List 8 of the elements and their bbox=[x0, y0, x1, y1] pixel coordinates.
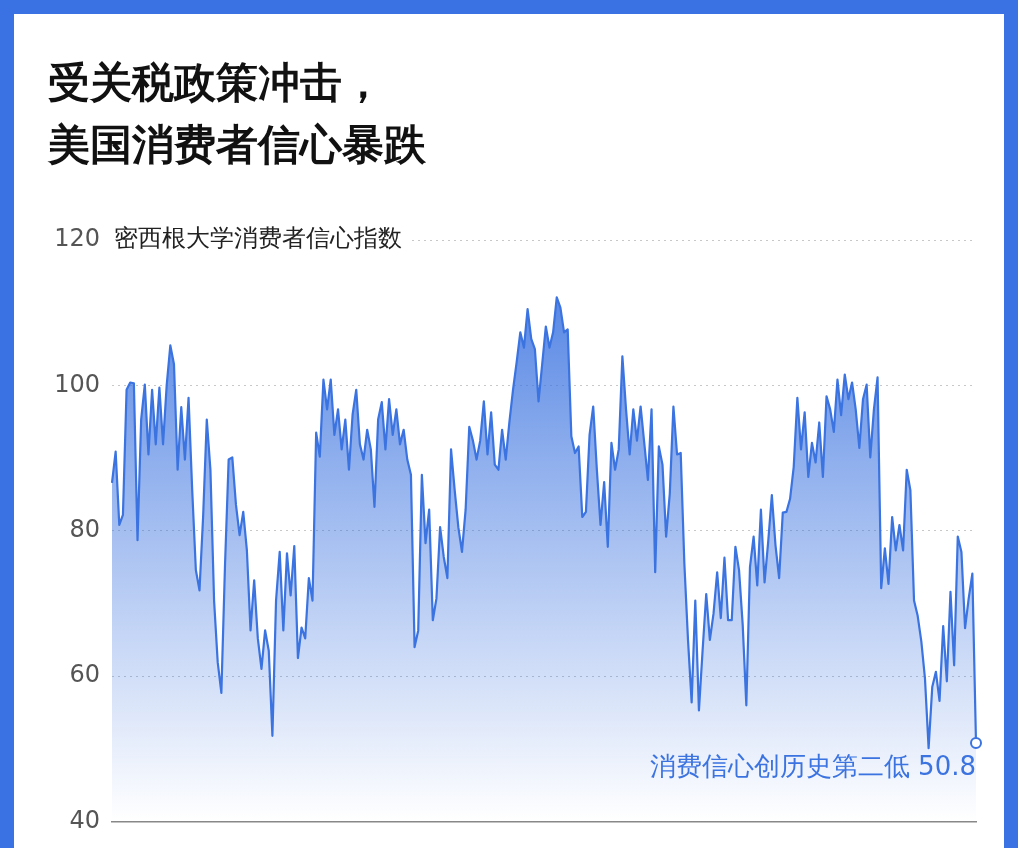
y-tick-label: 100 bbox=[54, 369, 100, 398]
y-tick-label: 120 bbox=[54, 224, 100, 253]
y-axis-title: 密西根大学消费者信心指数 bbox=[114, 224, 402, 253]
y-tick-label: 60 bbox=[69, 660, 100, 689]
y-tick-label: 80 bbox=[69, 515, 100, 544]
chart-title: 受关税政策冲击，美国消费者信心暴跌 bbox=[48, 57, 427, 171]
y-tick-label: 40 bbox=[69, 805, 100, 834]
annotation: 消费信心创历史第二低 50.8 bbox=[649, 750, 976, 781]
